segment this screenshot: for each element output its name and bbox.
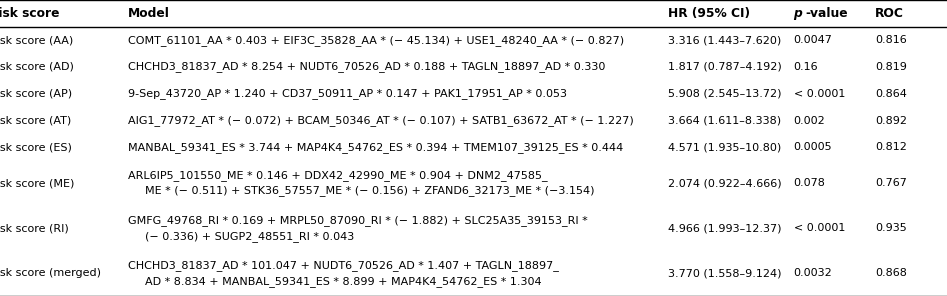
Text: 4.571 (1.935–10.80): 4.571 (1.935–10.80) xyxy=(668,142,781,152)
Text: ARL6IP5_101550_ME * 0.146 + DDX42_42990_ME * 0.904 + DNM2_47585_: ARL6IP5_101550_ME * 0.146 + DDX42_42990_… xyxy=(128,170,547,181)
Text: 0.16: 0.16 xyxy=(794,62,818,72)
Text: CHCHD3_81837_AD * 8.254 + NUDT6_70526_AD * 0.188 + TAGLN_18897_AD * 0.330: CHCHD3_81837_AD * 8.254 + NUDT6_70526_AD… xyxy=(128,62,605,73)
Text: 0.864: 0.864 xyxy=(875,89,907,99)
Text: Risk score (AD): Risk score (AD) xyxy=(0,62,74,72)
Text: 0.868: 0.868 xyxy=(875,268,907,279)
Text: 5.908 (2.545–13.72): 5.908 (2.545–13.72) xyxy=(668,89,781,99)
Text: 0.0047: 0.0047 xyxy=(794,35,832,45)
Text: HR (95% CI): HR (95% CI) xyxy=(668,7,750,20)
Text: 0.935: 0.935 xyxy=(875,223,907,233)
Text: GMFG_49768_RI * 0.169 + MRPL50_87090_RI * (− 1.882) + SLC25A35_39153_RI *: GMFG_49768_RI * 0.169 + MRPL50_87090_RI … xyxy=(128,215,587,226)
Text: AIG1_77972_AT * (− 0.072) + BCAM_50346_AT * (− 0.107) + SATB1_63672_AT * (− 1.22: AIG1_77972_AT * (− 0.072) + BCAM_50346_A… xyxy=(128,115,634,126)
Text: AD * 8.834 + MANBAL_59341_ES * 8.899 + MAP4K4_54762_ES * 1.304: AD * 8.834 + MANBAL_59341_ES * 8.899 + M… xyxy=(145,276,542,287)
Text: p: p xyxy=(794,7,802,20)
Text: 0.078: 0.078 xyxy=(794,178,826,188)
Text: 3.664 (1.611–8.338): 3.664 (1.611–8.338) xyxy=(668,116,780,126)
Text: 0.0005: 0.0005 xyxy=(794,142,832,152)
Text: 4.966 (1.993–12.37): 4.966 (1.993–12.37) xyxy=(668,223,781,233)
Text: 9-Sep_43720_AP * 1.240 + CD37_50911_AP * 0.147 + PAK1_17951_AP * 0.053: 9-Sep_43720_AP * 1.240 + CD37_50911_AP *… xyxy=(128,88,567,99)
Text: 3.770 (1.558–9.124): 3.770 (1.558–9.124) xyxy=(668,268,781,279)
Text: 0.002: 0.002 xyxy=(794,116,826,126)
Text: CHCHD3_81837_AD * 101.047 + NUDT6_70526_AD * 1.407 + TAGLN_18897_: CHCHD3_81837_AD * 101.047 + NUDT6_70526_… xyxy=(128,260,559,271)
Text: ROC: ROC xyxy=(875,7,903,20)
Text: Model: Model xyxy=(128,7,170,20)
Text: Risk score (merged): Risk score (merged) xyxy=(0,268,100,279)
Text: Risk score (ES): Risk score (ES) xyxy=(0,142,72,152)
Text: Risk score (AP): Risk score (AP) xyxy=(0,89,72,99)
Text: Risk score (AT): Risk score (AT) xyxy=(0,116,71,126)
Text: < 0.0001: < 0.0001 xyxy=(794,223,845,233)
Text: 0.892: 0.892 xyxy=(875,116,907,126)
Text: 0.812: 0.812 xyxy=(875,142,907,152)
Text: Risk score (AA): Risk score (AA) xyxy=(0,35,73,45)
Text: 3.316 (1.443–7.620): 3.316 (1.443–7.620) xyxy=(668,35,781,45)
Text: 2.074 (0.922–4.666): 2.074 (0.922–4.666) xyxy=(668,178,781,188)
Text: < 0.0001: < 0.0001 xyxy=(794,89,845,99)
Text: (− 0.336) + SUGP2_48551_RI * 0.043: (− 0.336) + SUGP2_48551_RI * 0.043 xyxy=(145,231,354,242)
Text: Risk score (ME): Risk score (ME) xyxy=(0,178,74,188)
Text: ME * (− 0.511) + STK36_57557_ME * (− 0.156) + ZFAND6_32173_ME * (−3.154): ME * (− 0.511) + STK36_57557_ME * (− 0.1… xyxy=(145,186,595,197)
Text: -value: -value xyxy=(805,7,848,20)
Text: 0.767: 0.767 xyxy=(875,178,907,188)
Text: COMT_61101_AA * 0.403 + EIF3C_35828_AA * (− 45.134) + USE1_48240_AA * (− 0.827): COMT_61101_AA * 0.403 + EIF3C_35828_AA *… xyxy=(128,35,624,46)
Text: 0.819: 0.819 xyxy=(875,62,907,72)
Text: Risk score: Risk score xyxy=(0,7,59,20)
Text: MANBAL_59341_ES * 3.744 + MAP4K4_54762_ES * 0.394 + TMEM107_39125_ES * 0.444: MANBAL_59341_ES * 3.744 + MAP4K4_54762_E… xyxy=(128,142,623,153)
Text: Risk score (RI): Risk score (RI) xyxy=(0,223,68,233)
Text: 0.816: 0.816 xyxy=(875,35,907,45)
Text: 1.817 (0.787–4.192): 1.817 (0.787–4.192) xyxy=(668,62,781,72)
Text: 0.0032: 0.0032 xyxy=(794,268,832,279)
